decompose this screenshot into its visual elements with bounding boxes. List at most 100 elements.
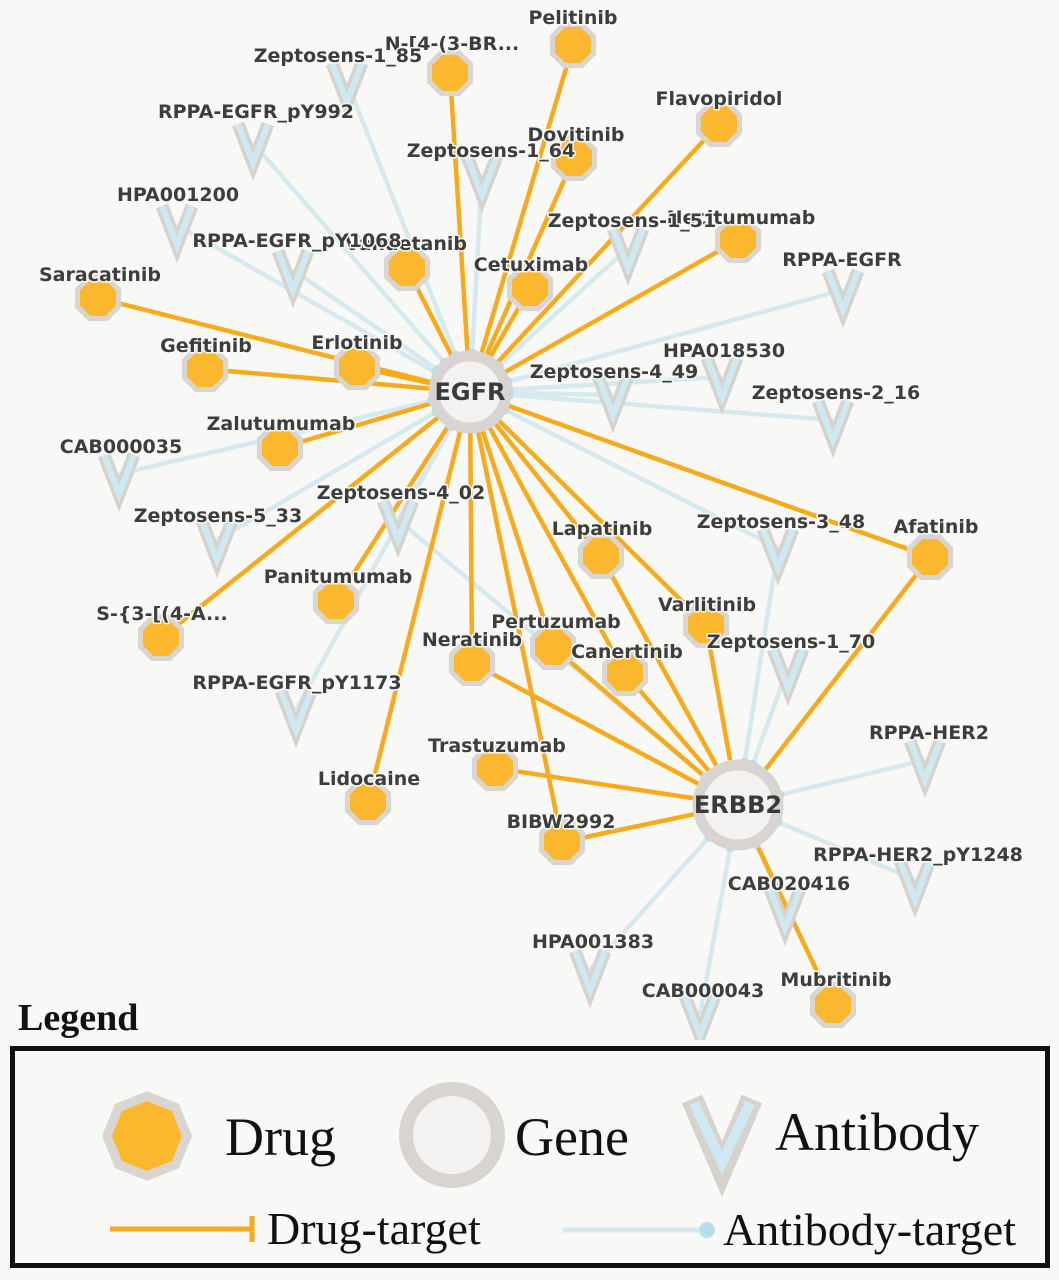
label-RPPA-EGFR: RPPA-EGFR	[782, 249, 902, 271]
node-drug-Mubritinib[interactable]	[809, 981, 857, 1029]
node-drug-N-[4-(3-BR...[interactable]	[426, 49, 474, 97]
label-N-[4-(3-BR...: N-[4-(3-BR...	[385, 33, 519, 55]
node-drug-Lidocaine[interactable]	[344, 778, 392, 826]
edge-Afatinib-ERBB2	[761, 555, 932, 774]
node-antibody-Zeptosens-4_49[interactable]	[591, 373, 635, 434]
edge-Lapatinib-ERBB2	[599, 554, 720, 770]
edge-RPPA-EGFR-EGFR	[506, 287, 844, 385]
edge-Zeptosens-2_16-EGFR	[507, 392, 834, 423]
label-Lapatinib: Lapatinib	[552, 518, 653, 540]
edge-Lidocaine-EGFR	[365, 428, 464, 803]
node-gene-ERBB2[interactable]: ERBB2	[692, 759, 784, 851]
node-drug-Flavopiridol[interactable]	[695, 100, 743, 148]
label-Saracatinib: Saracatinib	[39, 264, 161, 286]
node-antibody-Zeptosens-1_85[interactable]	[325, 60, 369, 121]
node-antibody-RPPA-HER2_pY1248[interactable]	[893, 858, 937, 919]
label-Zalutumumab: Zalutumumab	[207, 413, 356, 435]
node-drug-Pelitinib[interactable]	[549, 21, 597, 69]
node-drug-Varlitinib[interactable]	[682, 601, 730, 649]
label-HPA001383: HPA001383	[532, 931, 654, 953]
edge-Neratinib-EGFR	[468, 429, 475, 664]
label-Flavopiridol: Flavopiridol	[656, 88, 783, 110]
legend-title: Legend	[18, 997, 139, 1039]
legend-drug-target-edge	[110, 1216, 255, 1242]
node-gene-EGFR[interactable]: EGFR	[428, 350, 512, 434]
label-Zeptosens-1_51: Zeptosens-1_51	[548, 210, 716, 232]
legend-gene-swatch	[399, 1082, 505, 1188]
node-drug-Necitumumab[interactable]	[714, 216, 762, 264]
legend-canvas: Drug Gene Antibody Drug-target	[102, 1082, 1016, 1255]
label-Canertinib: Canertinib	[571, 641, 683, 663]
node-antibody-RPPA-EGFR_pY1068[interactable]	[271, 248, 315, 309]
edge-Canertinib-EGFR	[486, 424, 627, 675]
node-drug-Lapatinib[interactable]	[577, 532, 625, 580]
node-drug-Neratinib[interactable]	[448, 639, 496, 687]
node-drug-Dovitinib[interactable]	[550, 134, 598, 182]
legend-antibody-label: Antibody	[775, 1102, 979, 1162]
label-Gefitinib: Gefitinib	[160, 335, 252, 357]
node-antibody-CAB000035[interactable]	[97, 452, 141, 513]
edge-HPA018530-EGFR	[507, 374, 723, 392]
edge-RPPA-EGFR_pY992-EGFR	[251, 141, 447, 365]
node-antibody-HPA001383[interactable]	[568, 948, 612, 1009]
label-CAB020416: CAB020416	[728, 873, 850, 895]
node-antibody-CAB020416[interactable]	[763, 886, 807, 947]
node-drug-Gefitinib[interactable]	[181, 345, 229, 393]
edge-Mubritinib-ERBB2	[753, 841, 836, 1006]
label-Zeptosens-2_16: Zeptosens-2_16	[752, 382, 920, 404]
node-antibody-Zeptosens-1_70[interactable]	[766, 646, 810, 707]
edge-Gefitinib-EGFR	[204, 366, 433, 391]
label-Zeptosens-5_33: Zeptosens-5_33	[134, 505, 302, 527]
node-antibody-Zeptosens-2_16[interactable]	[811, 398, 855, 459]
label-Trastuzumab: Trastuzumab	[428, 735, 566, 757]
label-Zeptosens-4_49: Zeptosens-4_49	[530, 361, 698, 383]
node-drug-Vandetanib[interactable]	[383, 244, 431, 292]
edge-Trastuzumab-ERBB2	[494, 765, 697, 801]
label-Zeptosens-1_85: Zeptosens-1_85	[254, 45, 422, 67]
label-RPPA-EGFR_pY992: RPPA-EGFR_pY992	[158, 101, 354, 123]
node-antibody-RPPA-EGFR[interactable]	[821, 268, 865, 329]
edge-Zeptosens-5_33-EGFR	[215, 409, 439, 542]
node-drug-Trastuzumab[interactable]	[471, 744, 519, 792]
label-Afatinib: Afatinib	[893, 516, 978, 538]
label-CAB000043: CAB000043	[642, 980, 764, 1002]
node-antibody-RPPA-EGFR_pY1173[interactable]	[274, 688, 318, 749]
node-drug-Afatinib[interactable]	[906, 533, 954, 581]
label-RPPA-EGFR_pY1173: RPPA-EGFR_pY1173	[192, 672, 401, 694]
label-Cetuximab: Cetuximab	[474, 254, 588, 276]
node-drug-Saracatinib[interactable]	[74, 274, 122, 322]
node-drug-Cetuximab[interactable]	[506, 264, 554, 312]
node-drug-Pertuzumab[interactable]	[529, 623, 577, 671]
node-drug-S-{3-[(4-A...[interactable]	[137, 614, 185, 662]
node-drug-BIBW2992[interactable]	[538, 818, 586, 866]
label-Vandetanib: Vandetanib	[345, 233, 467, 255]
label-Pelitinib: Pelitinib	[528, 7, 617, 29]
legend-gene-label: Gene	[515, 1107, 629, 1167]
label-Dovitinib: Dovitinib	[528, 124, 625, 146]
legend-drug-swatch	[102, 1091, 192, 1181]
label-Pertuzumab: Pertuzumab	[491, 611, 621, 633]
node-antibody-CAB000043[interactable]	[678, 993, 722, 1040]
node-antibody-RPPA-EGFR_pY992[interactable]	[231, 121, 275, 182]
node-drug-Zalutumumab[interactable]	[256, 424, 304, 472]
edge-Pertuzumab-EGFR	[479, 427, 556, 648]
edge-Zeptosens-3_48-ERBB2	[742, 547, 781, 764]
legend-box: Drug Gene Antibody Drug-target	[10, 1046, 1050, 1268]
node-antibody-Zeptosens-1_51[interactable]	[606, 226, 650, 287]
node-antibody-Zeptosens-5_33[interactable]	[195, 518, 239, 579]
node-drug-Panitumumab[interactable]	[312, 577, 360, 625]
legend-drug-target-label: Drug-target	[267, 1203, 481, 1254]
node-antibody-HPA018530[interactable]	[700, 355, 744, 416]
node-drug-Canertinib[interactable]	[601, 649, 649, 697]
node-antibody-Zeptosens-4_02[interactable]	[376, 498, 420, 559]
label-Necitumumab: Necitumumab	[667, 207, 816, 229]
edge-Zalutumumab-EGFR	[279, 400, 435, 451]
label-BIBW2992: BIBW2992	[507, 811, 616, 833]
node-drug-Erlotinib[interactable]	[333, 343, 381, 391]
node-antibody-Zeptosens-1_64[interactable]	[460, 153, 504, 214]
node-antibody-HPA001200[interactable]	[155, 203, 199, 264]
node-antibody-Zeptosens-3_48[interactable]	[756, 526, 800, 587]
node-antibody-RPPA-HER2[interactable]	[903, 738, 947, 799]
edge-Zeptosens-3_48-EGFR	[502, 407, 780, 551]
